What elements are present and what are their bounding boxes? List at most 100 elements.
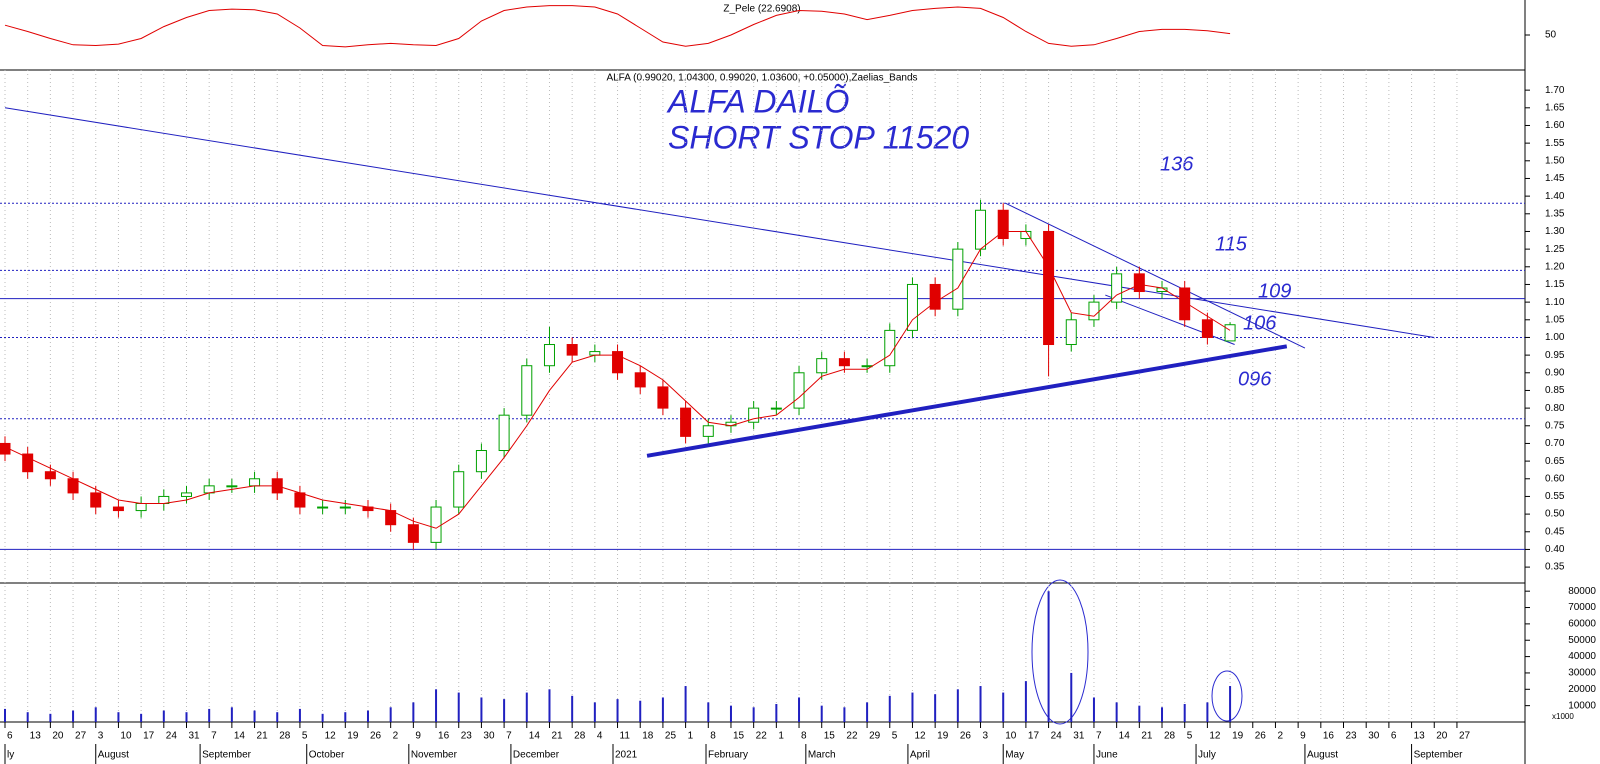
candle-body (453, 471, 465, 508)
volume-bar (729, 705, 732, 722)
x-tick-label: 9 (1300, 731, 1306, 742)
y-tick-label: 0.70 (1545, 438, 1565, 449)
candle-body (294, 492, 306, 508)
candle-body (0, 442, 11, 455)
month-label: March (808, 750, 836, 761)
volume-bar (298, 708, 301, 722)
candle-body (793, 372, 805, 409)
candle-body (770, 407, 782, 410)
candle-body (430, 506, 442, 543)
volume-bar (4, 708, 6, 722)
volume-bar (661, 697, 664, 722)
x-tick-label: 12 (1209, 731, 1221, 742)
volume-bar (253, 710, 256, 722)
candle-body (135, 503, 147, 512)
volume-bar (934, 694, 937, 722)
x-tick-label: 30 (1368, 731, 1380, 742)
volume-bar (843, 707, 846, 722)
candle-body (226, 485, 238, 488)
y-tick-label: 0.95 (1545, 350, 1565, 361)
volume-tick-label: 30000 (1568, 668, 1596, 679)
volume-bar (344, 712, 347, 722)
volume-bar (866, 702, 869, 722)
candle-body (589, 351, 601, 356)
candle-body (543, 344, 555, 367)
candle-body (1179, 287, 1191, 321)
x-tick-label: 20 (52, 731, 64, 742)
x-tick-label: 14 (234, 731, 246, 742)
x-tick-label: 18 (642, 731, 654, 742)
month-label: July (1198, 750, 1216, 761)
x-tick-label: 10 (1005, 731, 1017, 742)
annotation: ALFA DAILÕ (666, 83, 849, 119)
volume-bar (457, 692, 460, 722)
candle-body (407, 524, 419, 543)
candle-body (612, 351, 624, 374)
x-tick-label: 28 (1164, 731, 1176, 742)
x-tick-label: 8 (710, 731, 716, 742)
candle-body (339, 506, 351, 509)
volume-bar (26, 712, 29, 722)
volume-bar (276, 712, 279, 722)
x-tick-label: 2 (1277, 731, 1283, 742)
y-tick-label: 0.85 (1545, 385, 1565, 396)
x-tick-label: 15 (733, 731, 745, 742)
candle-body (975, 209, 987, 250)
volume-bar (820, 705, 823, 722)
x-tick-label: 22 (846, 731, 858, 742)
candle-body (249, 478, 261, 487)
x-tick-label: 17 (143, 731, 155, 742)
y-tick-label: 0.60 (1545, 473, 1565, 484)
candle-body (1065, 319, 1077, 346)
x-tick-label: 14 (529, 731, 541, 742)
x-tick-label: 29 (869, 731, 881, 742)
volume-bar (1024, 681, 1027, 722)
volume-bar (752, 707, 755, 722)
volume-tick-label: 80000 (1568, 586, 1596, 597)
x-tick-label: 15 (824, 731, 836, 742)
month-label: June (1096, 750, 1118, 761)
trendline (1105, 294, 1235, 345)
candle-body (906, 283, 918, 331)
x-tick-label: 30 (483, 731, 495, 742)
x-tick-label: 7 (1096, 731, 1102, 742)
candle-body (1111, 273, 1123, 303)
x-tick-label: 22 (756, 731, 768, 742)
x-tick-label: 21 (551, 731, 563, 742)
y-tick-label: 0.55 (1545, 491, 1565, 502)
x-tick-label: 26 (960, 731, 972, 742)
indicator-line (4, 5, 1231, 48)
y-tick-label: 1.45 (1545, 173, 1565, 184)
volume-bar (593, 702, 596, 722)
volume-bar (72, 710, 75, 722)
volume-bar (185, 712, 188, 722)
candle-body (1043, 230, 1055, 346)
month-label: April (910, 750, 930, 761)
x-tick-label: 19 (347, 731, 359, 742)
highlight-ellipse (1031, 579, 1089, 725)
volume-bar (548, 689, 551, 722)
volume-bar (389, 707, 392, 722)
volume-bar (503, 699, 506, 722)
candle-body (929, 283, 941, 310)
y-tick-label: 1.55 (1545, 138, 1565, 149)
volume-bar (1047, 591, 1050, 722)
x-tick-label: 11 (620, 731, 631, 742)
candle-body (1088, 301, 1100, 321)
y-tick-label: 1.05 (1545, 314, 1565, 325)
x-tick-label: 16 (438, 731, 450, 742)
volume-bar (888, 695, 891, 722)
volume-bar (798, 697, 801, 722)
x-tick-label: 1 (688, 731, 694, 742)
volume-bar (1206, 702, 1209, 722)
month-label: August (1307, 750, 1338, 761)
y-tick-label: 0.45 (1545, 526, 1565, 537)
y-tick-label: 1.30 (1545, 226, 1565, 237)
x-tick-label: 4 (597, 731, 603, 742)
volume-bar (94, 707, 97, 722)
x-tick-label: 5 (892, 731, 898, 742)
y-tick-label: 0.90 (1545, 367, 1565, 378)
x-tick-label: 31 (1073, 731, 1085, 742)
x-tick-label: 27 (75, 731, 87, 742)
x-tick-label: 10 (120, 731, 132, 742)
